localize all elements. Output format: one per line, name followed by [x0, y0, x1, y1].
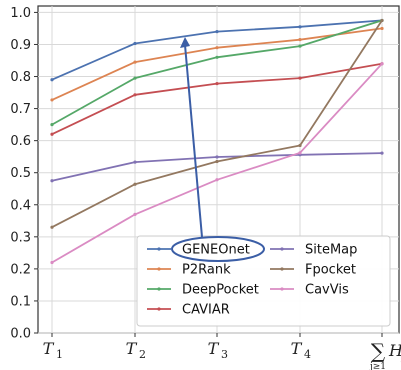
data-point-p2rank: [380, 26, 384, 31]
data-point-p2rank: [215, 46, 219, 50]
y-axis-ticks: 0.0 0.1 0.2 0.3 0.4 0.5 0.6 0.7 0.8 0.9 1.0: [10, 6, 38, 342]
y-tick-label: 1.0: [10, 6, 31, 21]
data-point-cavvis: [50, 260, 54, 265]
data-point-sitemap: [133, 160, 137, 164]
legend-marker-fpocket: [280, 267, 284, 271]
y-tick-label: 0.5: [10, 166, 31, 181]
data-point-caviar: [215, 81, 219, 86]
x-tick-label: T: [43, 339, 55, 358]
data-point-p2rank: [298, 38, 302, 42]
y-tick-label: 0.0: [10, 327, 31, 342]
data-point-sitemap: [50, 179, 54, 183]
y-tick-label: 0.1: [10, 294, 31, 309]
data-point-cavvis: [215, 178, 219, 182]
series-lines: [50, 18, 384, 265]
data-point-deeppocket: [215, 55, 219, 59]
data-point-fpocket: [133, 182, 137, 186]
data-point-caviar: [133, 93, 137, 97]
y-tick-label: 0.4: [10, 198, 31, 213]
data-point-p2rank: [50, 98, 54, 102]
legend-label-deeppocket: DeepPocket: [182, 283, 259, 298]
legend-label-geneonet: GENEOnet: [182, 243, 250, 258]
data-point-geneonet: [133, 41, 137, 46]
y-tick-label: 0.9: [10, 38, 31, 53]
data-point-fpocket: [380, 18, 384, 23]
data-point-sitemap: [380, 151, 384, 155]
y-tick-label: 0.8: [10, 70, 31, 85]
legend-label-cavvis: CavVis: [305, 283, 349, 298]
data-point-deeppocket: [50, 123, 54, 127]
legend-marker-deeppocket: [157, 287, 161, 291]
data-point-caviar: [50, 132, 54, 136]
x-tick-label: T: [291, 339, 303, 358]
data-point-p2rank: [133, 60, 137, 64]
legend-label-p2rank: P2Rank: [182, 263, 231, 278]
legend-label-caviar: CAVIAR: [182, 303, 230, 318]
data-point-geneonet: [298, 25, 302, 29]
x-tick-sum-symbol: ∑: [371, 339, 386, 363]
data-point-cavvis: [133, 212, 137, 216]
data-point-fpocket: [215, 159, 219, 164]
x-tick-subscript: 2: [139, 348, 146, 361]
data-point-sitemap: [215, 155, 219, 159]
x-tick-label: T: [208, 339, 220, 358]
legend-marker-caviar: [157, 307, 161, 311]
x-tick-sum-range: j≥1: [369, 362, 386, 370]
data-point-deeppocket: [298, 44, 302, 48]
data-point-cavvis: [380, 62, 384, 66]
data-point-deeppocket: [133, 76, 137, 80]
y-tick-label: 0.2: [10, 262, 31, 277]
highlight-arrow-head: [180, 37, 190, 48]
legend-box: [136, 235, 391, 327]
legend-marker-p2rank: [157, 267, 161, 271]
y-tick-label: 0.3: [10, 230, 31, 245]
x-tick-label: T: [126, 339, 138, 358]
highlight-annotation: [171, 37, 265, 262]
legend: GENEOnet P2Rank DeepPocket CAVIAR SiteMap Fpo…: [136, 235, 391, 327]
legend-label-sitemap: SiteMap: [305, 243, 357, 258]
x-tick-subscript: 3: [221, 348, 228, 361]
data-point-fpocket: [298, 143, 302, 148]
data-point-cavvis: [298, 151, 302, 155]
data-point-geneonet: [215, 30, 219, 34]
data-point-caviar: [298, 76, 302, 80]
y-tick-label: 0.7: [10, 102, 31, 117]
highlight-arrow-shaft: [184, 44, 203, 238]
data-point-fpocket: [50, 225, 54, 229]
x-tick-subscript: 4: [304, 348, 311, 361]
legend-label-fpocket: Fpocket: [305, 263, 356, 278]
x-tick-label: H: [388, 341, 401, 360]
y-tick-label: 0.6: [10, 134, 31, 149]
legend-marker-sitemap: [280, 247, 284, 251]
grid: [38, 6, 399, 334]
legend-marker-geneonet: [157, 247, 161, 251]
highlight-ellipse: [171, 236, 265, 262]
x-tick-subscript: 1: [56, 348, 63, 361]
data-point-geneonet: [50, 78, 54, 82]
legend-marker-cavvis: [280, 287, 284, 291]
